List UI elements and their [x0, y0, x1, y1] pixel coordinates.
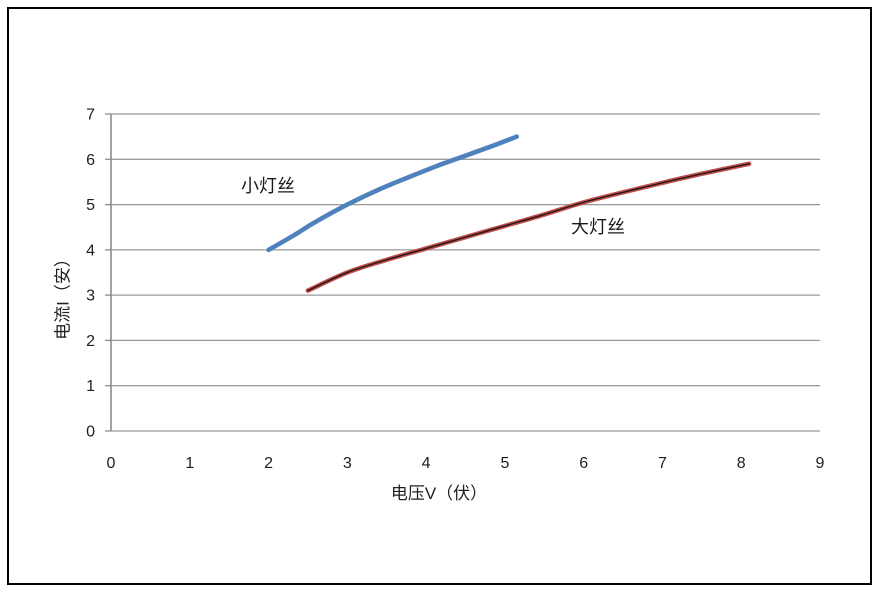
tick-labels: 0 1 2 3 4 5 6 7 0 1 2 3 4 5 6 7 8 9 — [86, 107, 824, 473]
y-tick-label: 6 — [86, 152, 95, 169]
y-tick-label: 7 — [86, 107, 95, 124]
series-line-small-filament — [266, 134, 519, 253]
x-tick-label: 6 — [579, 455, 588, 472]
series-label-large-filament: 大灯丝 — [571, 217, 625, 237]
y-tick-label: 3 — [86, 288, 95, 305]
x-tick-label: 4 — [422, 455, 431, 472]
x-tick-label: 1 — [185, 455, 194, 472]
y-tick-label: 2 — [86, 333, 95, 350]
y-tick-label: 4 — [86, 242, 95, 259]
series-line-large-filament — [305, 161, 752, 293]
x-axis-title: 电压V（伏） — [390, 484, 488, 503]
x-tick-label: 3 — [343, 455, 352, 472]
gridlines — [111, 113, 820, 432]
series-small-filament — [266, 134, 519, 253]
page-border: 0 1 2 3 4 5 6 7 0 1 2 3 4 5 6 7 8 9 小灯丝 大灯丝 电压V（伏） 电流I（安） — [7, 7, 872, 585]
y-tick-label: 5 — [86, 197, 95, 214]
y-axis — [105, 113, 112, 432]
x-tick-label: 2 — [264, 455, 273, 472]
x-tick-label: 9 — [816, 455, 825, 472]
y-axis-title: 电流I（安） — [53, 250, 73, 340]
x-tick-label: 0 — [107, 455, 116, 472]
series-large-filament — [305, 161, 752, 293]
y-tick-label: 1 — [86, 378, 95, 395]
x-tick-label: 5 — [500, 455, 509, 472]
series-line-core-large-filament — [307, 163, 750, 292]
x-tick-label: 7 — [658, 455, 667, 472]
x-tick-label: 8 — [737, 455, 746, 472]
series-label-small-filament: 小灯丝 — [241, 176, 295, 196]
filament-iv-chart: 0 1 2 3 4 5 6 7 0 1 2 3 4 5 6 7 8 9 — [86, 107, 824, 473]
y-tick-label: 0 — [86, 424, 95, 441]
